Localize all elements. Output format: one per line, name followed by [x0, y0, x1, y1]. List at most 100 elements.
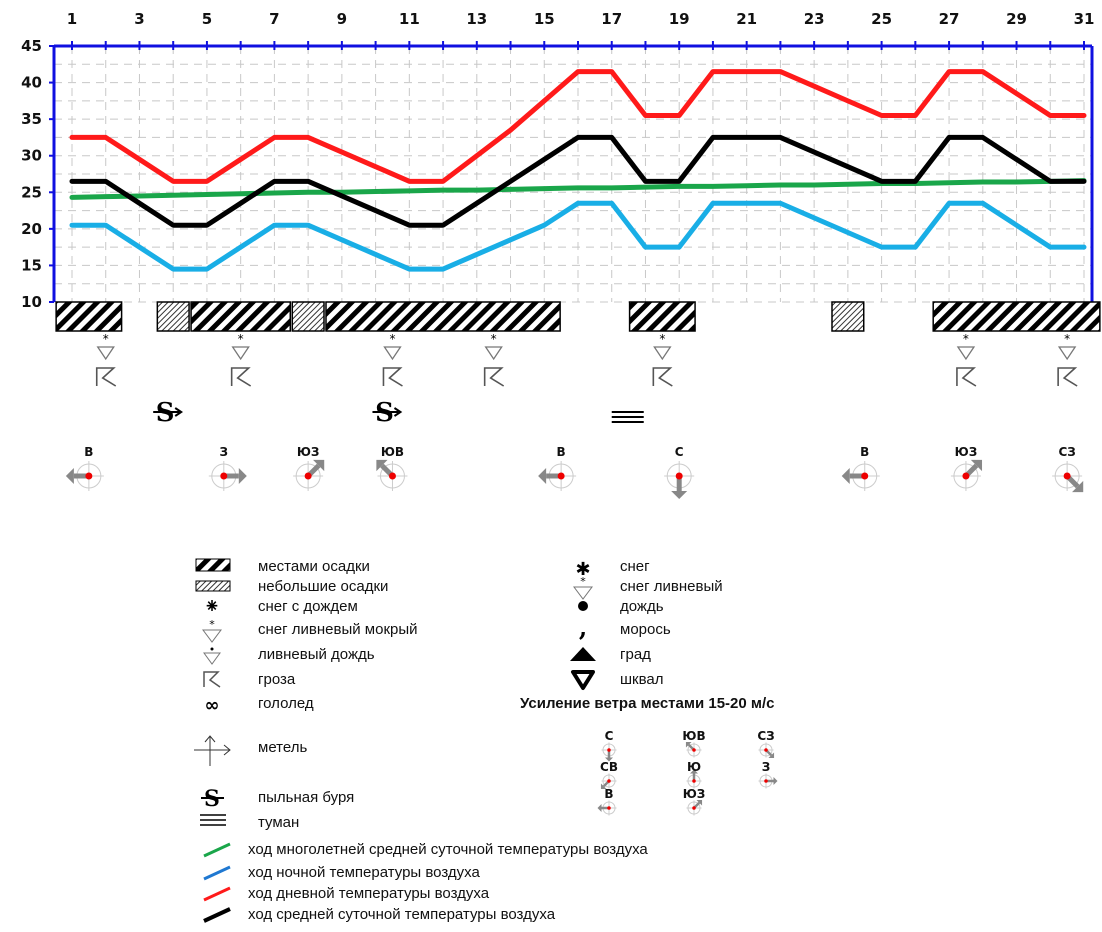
- precip-heavy: [55, 301, 123, 332]
- y-tick-label: 20: [21, 220, 42, 238]
- legend-label: ливневый дождь: [258, 646, 375, 663]
- legend-label: град: [620, 646, 651, 663]
- x-tick-label: 5: [202, 10, 212, 28]
- precip-light: [291, 301, 325, 332]
- dust-storm-icon: S: [201, 786, 224, 812]
- x-tick-label: 3: [134, 10, 144, 28]
- snow-shower-icon: *: [231, 332, 250, 361]
- precip-heavy: [628, 301, 696, 332]
- svg-text:∞: ∞: [205, 695, 220, 716]
- wind-icon: ЮВ: [682, 729, 706, 758]
- snow-shower-icon: *: [484, 332, 503, 361]
- wind-icon: СЗ: [1052, 445, 1084, 493]
- thunderstorm-icon: [230, 367, 252, 387]
- legend-line-swatch: [203, 907, 231, 923]
- wind-label: ЮВ: [381, 445, 404, 459]
- y-tick-label: 35: [21, 110, 42, 128]
- dust-storm-icon: S: [372, 398, 403, 428]
- precip-light: [156, 301, 190, 332]
- wind-label: ЮЗ: [297, 445, 320, 459]
- x-tick-label: 11: [399, 10, 420, 28]
- svg-text:✱: ✱: [575, 559, 590, 580]
- y-tick-label: 40: [21, 74, 42, 92]
- wind-icon: В: [597, 787, 617, 816]
- y-tick-label: 30: [21, 147, 42, 165]
- thunderstorm-icon: [1057, 367, 1078, 387]
- drizzle-icon: ,: [579, 613, 587, 642]
- wind-icon: ЮВ: [376, 445, 408, 491]
- legend: местами осадки небольшие осадки ⁕ снег с до…: [194, 558, 778, 923]
- snow-shower-icon: *: [1057, 332, 1077, 361]
- wind-label: З: [762, 760, 771, 774]
- wind-label: ЮЗ: [955, 445, 978, 459]
- wind-icon: З: [758, 760, 778, 789]
- wind-icon: СВ: [600, 760, 618, 790]
- fog-icon: [200, 814, 226, 826]
- dust-storm-icon: S: [153, 398, 184, 428]
- wind-icon: С: [664, 445, 695, 499]
- wind-label: СВ: [600, 760, 618, 774]
- svg-text:*: *: [103, 332, 109, 346]
- legend-label: морось: [620, 621, 671, 638]
- legend-label: Усиление ветра местами 15-20 м/с: [520, 695, 775, 712]
- x-tick-label: 19: [669, 10, 690, 28]
- svg-text:,: ,: [579, 613, 587, 642]
- x-tick-label: 29: [1006, 10, 1027, 28]
- blizzard-icon: [194, 735, 231, 766]
- x-tick-label: 21: [736, 10, 757, 28]
- precip-heavy: [325, 301, 561, 332]
- svg-text:*: *: [659, 332, 665, 346]
- thunderstorm-icon: [95, 367, 117, 387]
- svg-text:*: *: [491, 332, 497, 346]
- thunderstorm-icon: [483, 367, 505, 387]
- y-tick-label: 45: [21, 37, 42, 55]
- wind-label: В: [84, 445, 93, 459]
- x-tick-label: 17: [601, 10, 622, 28]
- series-line: [69, 200, 1087, 272]
- ice-icon: ∞: [205, 695, 220, 716]
- y-tick-label: 25: [21, 183, 42, 201]
- precip-light: [831, 301, 865, 332]
- svg-text:*: *: [389, 332, 395, 346]
- legend-line-swatch: [203, 842, 231, 858]
- snow-shower-icon: *: [96, 332, 115, 361]
- legend-label: снег с дождем: [258, 598, 358, 615]
- legend-label: пыльная буря: [258, 789, 354, 806]
- legend-label: снег ливневый мокрый: [258, 621, 418, 638]
- legend-label: снег ливневый: [620, 578, 723, 595]
- series-line: [69, 134, 1087, 228]
- series-line: [69, 69, 1087, 184]
- svg-text:*: *: [238, 332, 244, 346]
- legend-label: снег: [620, 558, 650, 575]
- wind-label: ЮЗ: [683, 787, 706, 801]
- series-lines: [69, 69, 1087, 272]
- y-tick-label: 10: [21, 293, 42, 311]
- wind-icon: ЮЗ: [683, 787, 706, 816]
- wind-label: СЗ: [1058, 445, 1075, 459]
- wind-icon: ЮЗ: [293, 445, 325, 491]
- wind-label: Ю: [687, 760, 701, 774]
- y-tick-label: 15: [21, 256, 42, 274]
- wind-icon: З: [208, 445, 247, 491]
- legend-label: ход многолетней средней суточной темпера…: [248, 841, 648, 858]
- x-tick-label: 23: [804, 10, 825, 28]
- snow-shower-icon: *: [653, 332, 672, 361]
- wind-icon: Ю: [686, 760, 702, 789]
- legend-label: небольшие осадки: [258, 578, 388, 595]
- snow-shower-icon: *: [383, 332, 402, 361]
- x-tick-label: 1: [67, 10, 77, 28]
- wind-icon: В: [538, 445, 577, 491]
- wind-label: СЗ: [757, 729, 774, 743]
- wind-label: В: [860, 445, 869, 459]
- wind-icon: В: [841, 445, 880, 491]
- hail-icon: [570, 647, 596, 661]
- x-tick-label: 31: [1074, 10, 1095, 28]
- snow-shower-icon: *: [573, 575, 593, 600]
- wind-label: З: [220, 445, 229, 459]
- wind-label: В: [604, 787, 613, 801]
- thunderstorm-icon: [203, 671, 221, 688]
- legend-line-swatch: [203, 865, 231, 881]
- x-tick-label: 25: [871, 10, 892, 28]
- heavy-precip-icon: [195, 558, 231, 572]
- light-precip-icon: [195, 580, 231, 592]
